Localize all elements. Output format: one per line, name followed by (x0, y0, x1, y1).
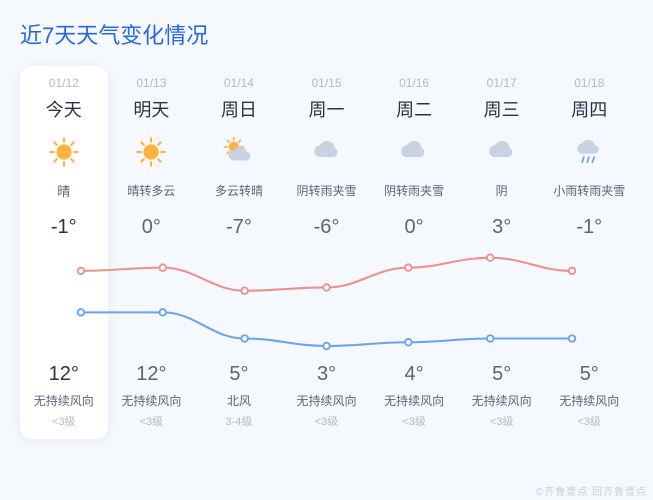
weather-icon (370, 132, 458, 172)
chart-spacer (20, 243, 108, 363)
low-temp: 5° (458, 363, 546, 386)
chart-spacer (458, 243, 546, 363)
weather-condition: 阴 (458, 176, 546, 208)
wind-direction: 无持续风向 (370, 392, 458, 409)
day-column[interactable]: 01/16 周二 阴转雨夹雪 0° 4° 无持续风向 <3级 (370, 66, 458, 439)
wind-level: <3级 (20, 413, 108, 429)
day-label: 今天 (20, 96, 108, 122)
day-column[interactable]: 01/14 周日 多云转晴 -7° 5° 北风 3-4级 (195, 66, 283, 439)
day-column[interactable]: 01/17 周三 阴 3° 5° 无持续风向 <3级 (458, 66, 546, 439)
chart-spacer (545, 243, 633, 363)
wind-direction: 无持续风向 (458, 392, 546, 409)
high-temp: -7° (195, 216, 283, 239)
high-temp: -6° (283, 216, 371, 239)
day-label: 周一 (283, 96, 371, 122)
high-temp: 0° (370, 216, 458, 239)
section-title: 近7天天气变化情况 (20, 18, 633, 50)
high-temp: 3° (458, 216, 546, 239)
weather-icon (195, 132, 283, 172)
day-date: 01/15 (283, 76, 371, 90)
weather-condition: 多云转晴 (195, 176, 283, 208)
day-column[interactable]: 01/12 今天 晴 -1° 12° 无持续风向 <3级 (20, 66, 108, 439)
day-column[interactable]: 01/15 周一 阴转雨夹雪 -6° 3° 无持续风向 <3级 (283, 66, 371, 439)
high-temp: 0° (108, 216, 196, 239)
low-temp: 5° (545, 363, 633, 386)
low-temp: 3° (283, 363, 371, 386)
wind-direction: 无持续风向 (20, 392, 108, 409)
low-temp: 12° (108, 363, 196, 386)
day-column[interactable]: 01/13 明天 晴转多云 0° 12° 无持续风向 <3级 (108, 66, 196, 439)
wind-direction: 无持续风向 (283, 392, 371, 409)
low-temp: 4° (370, 363, 458, 386)
wind-level: <3级 (545, 413, 633, 429)
day-date: 01/17 (458, 76, 546, 90)
day-label: 周日 (195, 96, 283, 122)
day-date: 01/16 (370, 76, 458, 90)
weather-condition: 阴转雨夹雪 (283, 176, 371, 208)
day-date: 01/13 (108, 76, 196, 90)
wind-level: <3级 (458, 413, 546, 429)
chart-spacer (370, 243, 458, 363)
day-label: 周二 (370, 96, 458, 122)
wind-direction: 无持续风向 (108, 392, 196, 409)
wind-direction: 无持续风向 (545, 392, 633, 409)
weather-icon (20, 132, 108, 172)
day-date: 01/18 (545, 76, 633, 90)
wind-level: <3级 (370, 413, 458, 429)
day-label: 明天 (108, 96, 196, 122)
wind-level: 3-4级 (195, 413, 283, 429)
chart-spacer (283, 243, 371, 363)
watermark: ©齐鲁壹点 回齐鲁壹点 (536, 483, 647, 498)
weather-icon (545, 132, 633, 172)
chart-spacer (108, 243, 196, 363)
chart-spacer (195, 243, 283, 363)
weather-condition: 小雨转雨夹雪 (545, 176, 633, 208)
wind-level: <3级 (108, 413, 196, 429)
wind-direction: 北风 (195, 392, 283, 409)
low-temp: 12° (20, 363, 108, 386)
day-label: 周四 (545, 96, 633, 122)
weather-icon (108, 132, 196, 172)
weather-icon (283, 132, 371, 172)
day-label: 周三 (458, 96, 546, 122)
weather-condition: 阴转雨夹雪 (370, 176, 458, 208)
day-date: 01/14 (195, 76, 283, 90)
weather-condition: 晴 (20, 176, 108, 208)
high-temp: -1° (20, 216, 108, 239)
weather-condition: 晴转多云 (108, 176, 196, 208)
low-temp: 5° (195, 363, 283, 386)
day-column[interactable]: 01/18 周四 小雨转雨夹雪 -1° 5° 无持续风向 <3级 (545, 66, 633, 439)
high-temp: -1° (545, 216, 633, 239)
wind-level: <3级 (283, 413, 371, 429)
forecast-7day: 01/12 今天 晴 -1° 12° 无持续风向 <3级 01/13 明天 晴转… (20, 66, 633, 439)
weather-icon (458, 132, 546, 172)
day-date: 01/12 (20, 76, 108, 90)
